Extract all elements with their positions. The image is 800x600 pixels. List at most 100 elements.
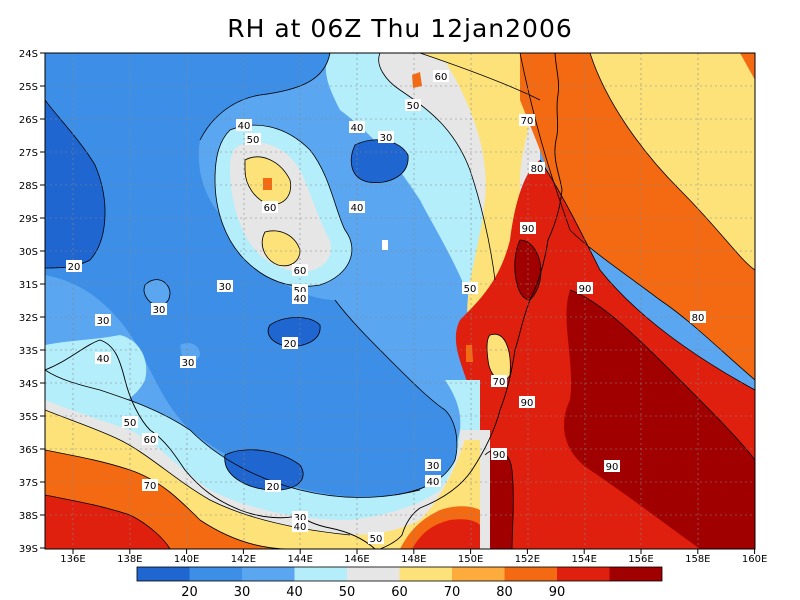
- contour-label: 40: [294, 522, 307, 533]
- contour-label-bg: [265, 480, 281, 492]
- gridlines: [45, 53, 755, 549]
- contour-label: 50: [407, 101, 420, 112]
- contour-label: 30: [97, 316, 110, 327]
- contour-label-bg: [151, 303, 167, 315]
- lon-label: 144E: [287, 554, 312, 565]
- contour-label-bg: [368, 532, 384, 544]
- lon-label: 138E: [117, 554, 142, 565]
- colorbar-swatch: [189, 567, 242, 581]
- contour-label: 90: [493, 450, 506, 461]
- colorbar-swatch: [137, 567, 190, 581]
- lon-label: 152E: [515, 554, 540, 565]
- contour-label-bg: [462, 282, 478, 294]
- contour-label: 70: [144, 481, 157, 492]
- contour-label: 30: [153, 305, 166, 316]
- contour-label-bg: [282, 337, 298, 349]
- contour-label-bg: [122, 416, 138, 428]
- contour-label: 40: [294, 294, 307, 305]
- plot-frame: [44, 52, 756, 550]
- latitude-axis: 24S 25S 26S 27S 28S 29S 30S 31S 32S 33S 34S 35S 36S 3…: [19, 49, 45, 555]
- contour-label: 60: [264, 203, 277, 214]
- fill-90-b: [564, 290, 755, 549]
- lon-label: 142E: [231, 554, 256, 565]
- contour-label-bg: [519, 396, 535, 408]
- coastline: [45, 53, 563, 549]
- lat-label: 39S: [19, 544, 38, 555]
- lon-label: 146E: [344, 554, 369, 565]
- lon-label: 158E: [685, 554, 710, 565]
- colorbar-swatch: [242, 567, 295, 581]
- contour-label: 50: [294, 286, 307, 297]
- contour-label: 80: [531, 164, 544, 175]
- contour-label-bg: [292, 292, 308, 304]
- fill-80-90-sw: [45, 495, 170, 549]
- contour-lines: [45, 53, 755, 549]
- contour-label: 40: [351, 203, 364, 214]
- contour-label: 40: [351, 123, 364, 134]
- contour-label: 50: [247, 135, 260, 146]
- lat-label: 32S: [19, 313, 38, 324]
- contour-label-bg: [245, 133, 261, 145]
- contour-label: 20: [267, 482, 280, 493]
- contour-label: 60: [435, 72, 448, 83]
- contour-label: 30: [427, 461, 440, 472]
- lat-label: 36S: [19, 445, 38, 456]
- fill-60-70-inner-b: [262, 230, 300, 266]
- contour-label: 90: [606, 462, 619, 473]
- colorbar-label: 80: [496, 585, 513, 600]
- contour-label-bg: [405, 99, 421, 111]
- lat-label: 35S: [19, 412, 38, 423]
- colorbar-swatch: [557, 567, 610, 581]
- lon-label: 150E: [458, 554, 483, 565]
- colorbar-label: 60: [391, 585, 408, 600]
- lat-label: 24S: [19, 49, 38, 60]
- lat-label: 33S: [19, 346, 38, 357]
- contour-label-bg: [236, 119, 252, 131]
- map-title: RH at 06Z Thu 12jan2006: [227, 14, 573, 43]
- contour-label: 20: [68, 262, 81, 273]
- colorbar-label: 20: [181, 585, 198, 600]
- contour-label-bg: [519, 114, 535, 126]
- contour-label-bg: [690, 311, 706, 323]
- lat-label: 31S: [19, 280, 38, 291]
- colorbar-swatch: [294, 567, 347, 581]
- colorbar-swatch: [399, 567, 452, 581]
- contour-label-bg: [180, 356, 196, 368]
- lat-label: 28S: [19, 181, 38, 192]
- lat-label: 29S: [19, 214, 38, 225]
- fill-20-b: [268, 317, 321, 347]
- contour-label: 90: [522, 224, 535, 235]
- contour-label: 40: [97, 354, 110, 365]
- contour-label-bg: [95, 314, 111, 326]
- contour-label-bg: [349, 121, 365, 133]
- colorbar-label: 30: [234, 585, 251, 600]
- contour-label-bg: [491, 448, 507, 460]
- contour-label-bg: [433, 70, 449, 82]
- contour-label-bg: [604, 460, 620, 472]
- contour-label-bg: [262, 201, 278, 213]
- lon-label: 148E: [401, 554, 426, 565]
- contour-label-bg: [577, 282, 593, 294]
- lon-label: 154E: [571, 554, 596, 565]
- contour-label-bg: [378, 131, 394, 143]
- contour-label: 30: [380, 133, 393, 144]
- lat-label: 34S: [19, 379, 38, 390]
- colorbar: 20 30 40 50 60 70 80 90: [136, 566, 663, 600]
- colorbar-label: 40: [286, 585, 303, 600]
- fill-20-c: [224, 449, 304, 491]
- contour-label: 30: [182, 358, 195, 369]
- lat-label: 27S: [19, 148, 38, 159]
- contour-label: 40: [427, 477, 440, 488]
- fill-70-80-east: [520, 53, 755, 380]
- lon-label: 136E: [60, 554, 85, 565]
- contour-label: 90: [521, 398, 534, 409]
- contour-label: 50: [464, 284, 477, 295]
- contour-label: 30: [294, 513, 307, 524]
- contour-label-bg: [142, 433, 158, 445]
- colorbar-label: 50: [339, 585, 356, 600]
- contour-label: 20: [284, 339, 297, 350]
- contour-label: 70: [493, 377, 506, 388]
- contour-label-bg: [142, 479, 158, 491]
